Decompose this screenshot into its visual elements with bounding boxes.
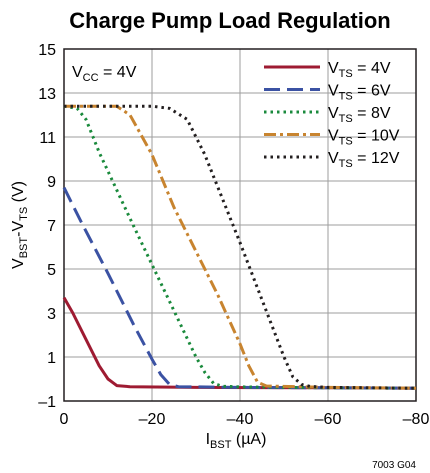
x-axis-label: IBST (µA): [206, 431, 267, 451]
y-tick-label: 11: [39, 130, 56, 147]
y-tick-label: 13: [38, 86, 56, 103]
figure-code: 7003 G04: [372, 460, 416, 471]
y-tick-label: 1: [47, 350, 56, 367]
legend-label-2: VTS = 6V: [328, 83, 391, 103]
legend-label-1: VTS = 4V: [328, 60, 391, 80]
y-tick-label: –1: [38, 394, 56, 411]
x-tick-label: –40: [227, 411, 254, 428]
x-tick-label: –80: [403, 411, 430, 428]
legend-label-5: VTS = 12V: [328, 150, 400, 170]
vcc-annotation: VCC = 4V: [72, 64, 137, 84]
legend-label-4: VTS = 10V: [328, 128, 400, 148]
x-tick-label: 0: [60, 411, 69, 428]
y-tick-label: 15: [38, 42, 56, 59]
chart-title: Charge Pump Load Regulation: [69, 8, 390, 33]
series-line-1: [62, 296, 417, 390]
y-axis-label: VBST-VTS (V): [10, 181, 30, 269]
series-line-5: [64, 104, 417, 390]
series-lines: [62, 104, 417, 390]
plot-frame: [63, 48, 417, 402]
grid-lines: [63, 48, 417, 402]
y-tick-label: 5: [47, 262, 56, 279]
legend-label-3: VTS = 8V: [328, 105, 391, 125]
x-tick-label: –60: [315, 411, 342, 428]
y-tick-label: 7: [47, 218, 56, 235]
y-tick-label: 3: [47, 306, 56, 323]
x-tick-label: –20: [139, 411, 166, 428]
y-tick-label: 9: [47, 174, 56, 191]
x-tick-labels: 0 –20 –40 –60 –80: [60, 411, 430, 428]
series-line-3: [63, 104, 417, 390]
series-line-4: [64, 104, 417, 390]
